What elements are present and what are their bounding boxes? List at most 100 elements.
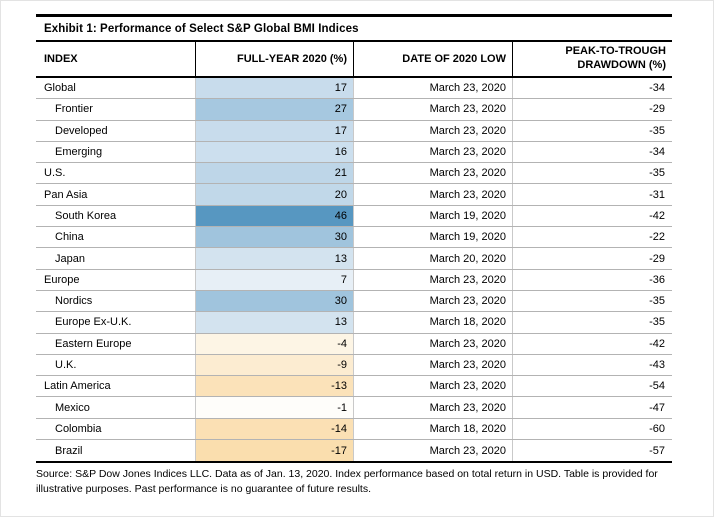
date-of-low-cell: March 23, 2020 bbox=[354, 163, 513, 184]
full-year-value-cell: 46 bbox=[196, 205, 354, 227]
drawdown-cell: -42 bbox=[649, 209, 665, 222]
drawdown-cell: -29 bbox=[649, 252, 665, 265]
drawdown-cell: -43 bbox=[649, 359, 665, 371]
date-of-low-cell: March 19, 2020 bbox=[354, 205, 513, 227]
drawdown-cell: -57 bbox=[649, 444, 665, 457]
drawdown-cell: -29 bbox=[649, 103, 665, 116]
full-year-value-cell: -14 bbox=[196, 418, 354, 440]
index-cell: Latin America bbox=[36, 376, 196, 397]
full-year-value-cell: 20 bbox=[196, 184, 354, 205]
full-year-value-cell: -4 bbox=[196, 333, 354, 354]
source-note: Source: S&P Dow Jones Indices LLC. Data … bbox=[36, 468, 658, 495]
date-of-low-cell: March 18, 2020 bbox=[354, 418, 513, 440]
full-year-value-cell: 30 bbox=[196, 290, 354, 312]
date-of-low-cell: March 23, 2020 bbox=[354, 440, 513, 462]
drawdown-cell: -35 bbox=[649, 316, 665, 329]
drawdown-cell: -34 bbox=[649, 146, 665, 159]
drawdown-cell: -35 bbox=[649, 295, 665, 308]
drawdown-cell: -35 bbox=[649, 124, 665, 137]
date-of-low-cell: March 19, 2020 bbox=[354, 227, 513, 248]
table-row: Global 17 March 23, 2020 -34 bbox=[36, 78, 672, 100]
full-year-value-cell: -9 bbox=[196, 354, 354, 376]
full-year-value-cell: 30 bbox=[196, 227, 354, 248]
index-cell: China bbox=[36, 227, 196, 248]
date-of-low-cell: March 23, 2020 bbox=[354, 99, 513, 120]
full-year-value-cell: 13 bbox=[196, 248, 354, 269]
drawdown-header-line1: PEAK-TO-TROUGH bbox=[565, 45, 666, 58]
date-of-low-cell: March 20, 2020 bbox=[354, 248, 513, 269]
date-of-low-cell: March 23, 2020 bbox=[354, 78, 513, 99]
table-header-row: INDEX FULL-YEAR 2020 (%) DATE OF 2020 LO… bbox=[36, 42, 672, 78]
table-row: Japan 13 March 20, 2020 -29 bbox=[36, 248, 672, 270]
drawdown-cell: -54 bbox=[649, 380, 665, 393]
table-row: Emerging 16 March 23, 2020 -34 bbox=[36, 141, 672, 164]
full-year-value-cell: 27 bbox=[196, 99, 354, 120]
full-year-value-cell: 17 bbox=[196, 78, 354, 99]
index-cell: U.K. bbox=[36, 354, 196, 376]
drawdown-header-line2: DRAWDOWN (%) bbox=[577, 59, 666, 71]
date-of-low-cell: March 18, 2020 bbox=[354, 312, 513, 333]
date-of-low-cell: March 23, 2020 bbox=[354, 290, 513, 312]
table-row: U.S. 21 March 23, 2020 -35 bbox=[36, 163, 672, 185]
table-row: Colombia -14 March 18, 2020 -60 bbox=[36, 418, 672, 441]
drawdown-cell: -36 bbox=[649, 273, 665, 286]
index-cell: Japan bbox=[36, 248, 196, 269]
exhibit-table: Exhibit 1: Performance of Select S&P Glo… bbox=[36, 14, 672, 496]
drawdown-cell: -42 bbox=[649, 337, 665, 350]
full-year-value-cell: -1 bbox=[196, 397, 354, 418]
table-row: Pan Asia 20 March 23, 2020 -31 bbox=[36, 184, 672, 206]
index-cell: Pan Asia bbox=[36, 184, 196, 205]
table-row: South Korea 46 March 19, 2020 -42 bbox=[36, 205, 672, 228]
table-row: Brazil -17 March 23, 2020 -57 bbox=[36, 440, 672, 462]
index-cell: Nordics bbox=[36, 290, 196, 312]
date-of-low-cell: March 23, 2020 bbox=[354, 354, 513, 376]
table-row: Europe Ex-U.K. 13 March 18, 2020 -35 bbox=[36, 312, 672, 334]
date-of-low-cell: March 23, 2020 bbox=[354, 333, 513, 354]
index-cell: U.S. bbox=[36, 163, 196, 184]
column-header-full-year-2020: FULL-YEAR 2020 (%) bbox=[196, 42, 354, 76]
date-of-low-cell: March 23, 2020 bbox=[354, 141, 513, 163]
index-cell: Brazil bbox=[36, 440, 196, 462]
index-cell: Europe Ex-U.K. bbox=[36, 312, 196, 333]
top-rule bbox=[36, 14, 672, 17]
full-year-value-cell: 17 bbox=[196, 120, 354, 141]
table-row: Mexico -1 March 23, 2020 -47 bbox=[36, 397, 672, 419]
index-cell: South Korea bbox=[36, 205, 196, 227]
table-row: China 30 March 19, 2020 -22 bbox=[36, 227, 672, 249]
table-row: Europe 7 March 23, 2020 -36 bbox=[36, 269, 672, 291]
date-of-low-cell: March 23, 2020 bbox=[354, 376, 513, 397]
drawdown-cell: -34 bbox=[649, 82, 665, 95]
table-row: Nordics 30 March 23, 2020 -35 bbox=[36, 290, 672, 313]
index-cell: Global bbox=[36, 78, 196, 99]
full-year-value-cell: 13 bbox=[196, 312, 354, 333]
index-cell: Emerging bbox=[36, 141, 196, 163]
index-cell: Colombia bbox=[36, 418, 196, 440]
full-year-value-cell: 21 bbox=[196, 163, 354, 184]
index-cell: Frontier bbox=[36, 99, 196, 120]
date-of-low-cell: March 23, 2020 bbox=[354, 397, 513, 418]
index-cell: Developed bbox=[36, 120, 196, 141]
date-of-low-cell: March 23, 2020 bbox=[354, 120, 513, 141]
exhibit-title: Exhibit 1: Performance of Select S&P Glo… bbox=[36, 17, 672, 42]
drawdown-cell: -22 bbox=[649, 231, 665, 244]
column-header-peak-to-trough-drawdown: PEAK-TO-TROUGH DRAWDOWN (%) bbox=[513, 42, 672, 76]
column-header-date-of-2020-low: DATE OF 2020 LOW bbox=[354, 42, 513, 76]
full-year-value-cell: -17 bbox=[196, 440, 354, 462]
drawdown-cell: -60 bbox=[649, 422, 665, 435]
index-cell: Europe bbox=[36, 269, 196, 290]
date-of-low-cell: March 23, 2020 bbox=[354, 269, 513, 290]
table-row: Eastern Europe -4 March 23, 2020 -42 bbox=[36, 333, 672, 355]
full-year-value-cell: 16 bbox=[196, 141, 354, 163]
table-row: Latin America -13 March 23, 2020 -54 bbox=[36, 376, 672, 398]
table-row: U.K. -9 March 23, 2020 -43 bbox=[36, 354, 672, 377]
column-header-index: INDEX bbox=[36, 42, 196, 76]
table-row: Developed 17 March 23, 2020 -35 bbox=[36, 120, 672, 142]
full-year-value-cell: -13 bbox=[196, 376, 354, 397]
table-body: Global 17 March 23, 2020 -34 Frontier 27 March… bbox=[36, 78, 672, 464]
index-cell: Mexico bbox=[36, 397, 196, 418]
full-year-value-cell: 7 bbox=[196, 269, 354, 290]
table-row: Frontier 27 March 23, 2020 -29 bbox=[36, 99, 672, 121]
drawdown-cell: -35 bbox=[649, 167, 665, 180]
date-of-low-cell: March 23, 2020 bbox=[354, 184, 513, 205]
